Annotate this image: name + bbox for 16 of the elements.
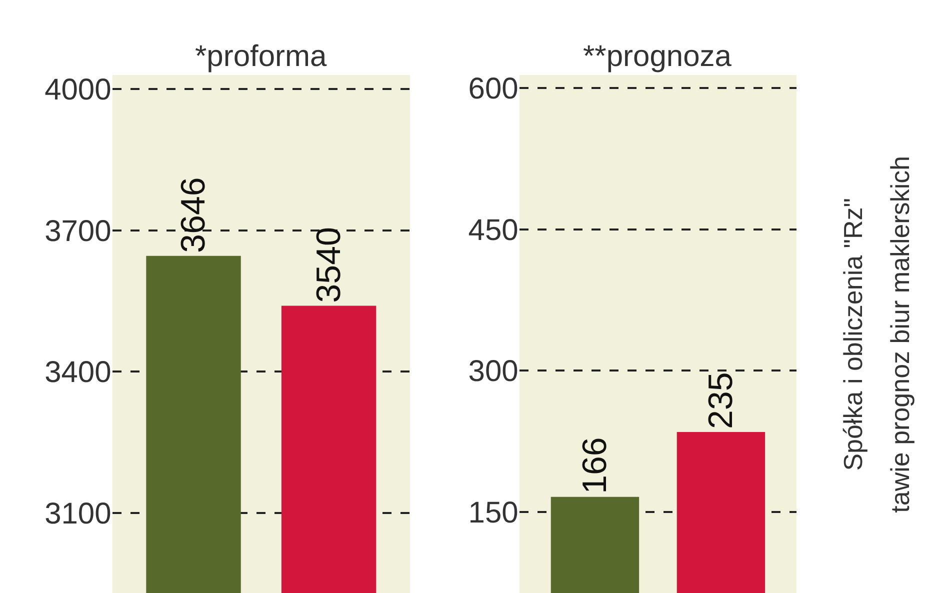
y-tick-label: 3400 <box>44 356 112 390</box>
chart-title: **prognoza <box>583 40 732 73</box>
data-label: 166 <box>576 437 614 494</box>
text: Spółka i obliczenia "Rz" <box>838 198 868 471</box>
y-tick-label: 150 <box>468 496 518 530</box>
y-tick-label: 4000 <box>44 74 112 107</box>
y-tick-label: 450 <box>468 214 518 247</box>
chart-title: *proforma <box>195 40 328 73</box>
y-tick-label: 3700 <box>44 214 112 248</box>
text: tawie prognoz biur maklerskich <box>884 156 915 513</box>
data-label: 235 <box>702 372 740 429</box>
y-tick-label: 3100 <box>44 497 112 530</box>
y-tick-label: 600 <box>468 72 518 106</box>
data-label: 3540 <box>310 227 348 303</box>
y-tick-label: 300 <box>468 355 518 388</box>
data-label: 3646 <box>174 177 213 253</box>
